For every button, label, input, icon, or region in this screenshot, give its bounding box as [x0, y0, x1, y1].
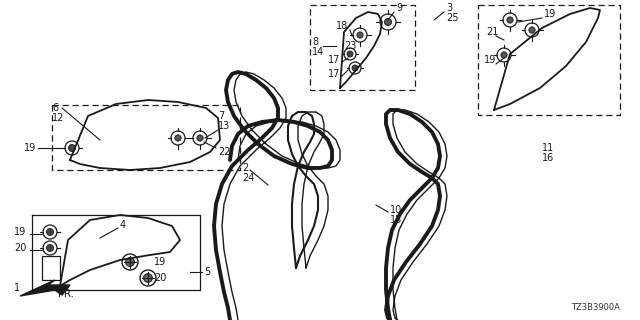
Text: 24: 24: [242, 173, 254, 183]
Circle shape: [47, 244, 54, 252]
Text: 18: 18: [336, 21, 348, 31]
Text: 9: 9: [396, 3, 402, 13]
Text: 21: 21: [486, 27, 499, 37]
Text: 3: 3: [446, 3, 452, 13]
Text: 6: 6: [52, 103, 58, 113]
Text: 14: 14: [312, 47, 324, 57]
Text: 23: 23: [344, 41, 356, 51]
Circle shape: [125, 258, 134, 266]
Text: 15: 15: [390, 215, 403, 225]
Text: 20: 20: [14, 243, 26, 253]
Text: TZ3B3900A: TZ3B3900A: [571, 303, 620, 312]
Text: 5: 5: [204, 267, 211, 277]
Text: 4: 4: [120, 220, 126, 230]
Circle shape: [175, 135, 181, 141]
Circle shape: [47, 228, 54, 236]
Text: 20: 20: [154, 273, 166, 283]
Text: 11: 11: [542, 143, 554, 153]
Bar: [42, 256, 60, 280]
Text: 17: 17: [328, 55, 340, 65]
Text: 19: 19: [24, 143, 36, 153]
Circle shape: [197, 135, 203, 141]
Polygon shape: [20, 280, 70, 296]
Circle shape: [529, 27, 535, 33]
Text: 8: 8: [312, 37, 318, 47]
Text: 7: 7: [218, 111, 224, 121]
Text: 19: 19: [14, 227, 26, 237]
Circle shape: [68, 145, 76, 151]
Text: 2: 2: [242, 163, 248, 173]
Text: 19: 19: [154, 257, 166, 267]
Circle shape: [501, 52, 507, 58]
Text: 16: 16: [542, 153, 554, 163]
Circle shape: [352, 65, 358, 71]
Circle shape: [507, 17, 513, 23]
Text: 13: 13: [218, 121, 230, 131]
Text: 25: 25: [446, 13, 458, 23]
Text: 22: 22: [218, 147, 230, 157]
Text: 19: 19: [484, 55, 496, 65]
Circle shape: [143, 274, 152, 283]
Text: 10: 10: [390, 205, 403, 215]
Circle shape: [347, 51, 353, 57]
Circle shape: [357, 32, 363, 38]
Text: 19: 19: [544, 9, 556, 19]
Circle shape: [385, 19, 392, 26]
Text: 12: 12: [52, 113, 65, 123]
Text: FR.: FR.: [58, 289, 74, 299]
Text: 17: 17: [328, 69, 340, 79]
Text: 1: 1: [14, 283, 20, 293]
